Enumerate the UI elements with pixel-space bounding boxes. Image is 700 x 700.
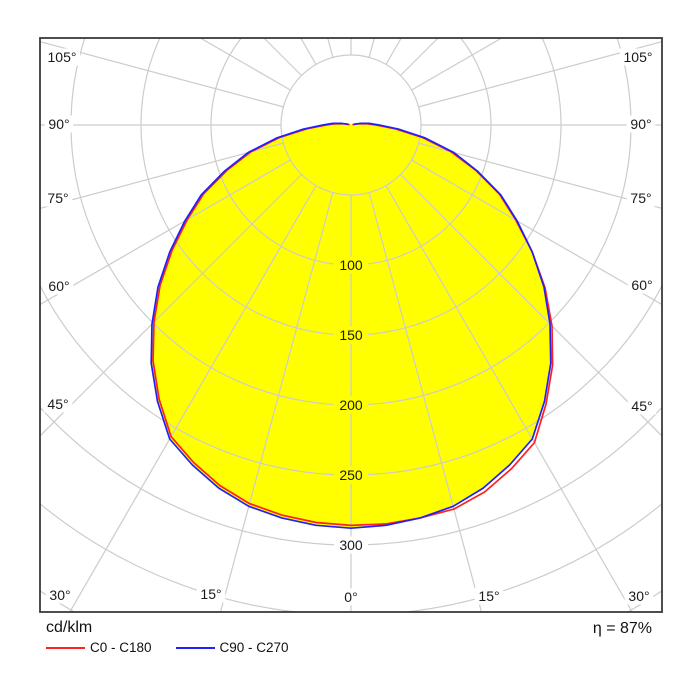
angle-label-75°: 75° [630,190,651,206]
legend-label-c0: C0 - C180 [90,640,152,655]
ring-label-bg [334,466,368,484]
ring-label-bg [334,326,368,344]
grid-radial-line-300 [40,159,291,306]
angle-label-bg [43,395,73,413]
ring-label-300: 300 [339,537,363,553]
unit-label: cd/klm [46,619,93,636]
angle-label-bg [43,189,73,207]
angle-label-bg [626,115,656,133]
efficiency-label: η = 87% [592,620,652,637]
angle-label-105°: 105° [48,49,77,65]
angle-label-bg [196,585,226,603]
angle-label-bg [44,277,74,295]
legend-label-c90: C90 - C270 [219,640,289,655]
legend-item-c0-c180: C0 - C180 [46,640,152,655]
ring-label-bg [334,536,368,554]
ring-label-100: 100 [339,257,363,273]
grid-radial-line-105 [418,41,662,108]
angle-label-bg [620,48,656,66]
angle-label-90°: 90° [630,116,651,132]
angle-label-60°: 60° [631,277,652,293]
angle-label-60°: 60° [48,278,69,294]
angle-label-30°: 30° [49,587,70,603]
ring-label-150: 150 [339,327,363,343]
legend: C0 - C180 C90 - C270 [46,640,289,655]
ring-label-bg [334,396,368,414]
angle-label-bg [627,276,657,294]
grid-radial-line-285 [40,142,284,209]
angle-label-15°: 15° [200,586,221,602]
angle-label-15°: 15° [478,588,499,604]
curve-c90-c270 [150,122,552,530]
angle-label-bg [340,588,362,606]
grid-radial-line-30 [385,185,633,612]
angle-label-75°: 75° [47,190,68,206]
grid-radial-line-240 [199,38,291,91]
ring-label-200: 200 [339,397,363,413]
ring-label-bg [334,256,368,274]
grid-radial-line-195 [327,38,334,58]
angle-label-bg [624,587,654,605]
legend-line-c90-swatch [175,646,215,649]
legend-line-c0-swatch [46,646,85,649]
grid-radial-line-255 [40,41,284,108]
grid-radial-line-45 [400,174,662,437]
angle-label-0°: 0° [344,589,357,605]
angle-label-90°: 90° [48,116,69,132]
angle-label-bg [44,115,74,133]
grid-radial-line-315 [40,174,302,437]
angle-label-45°: 45° [631,398,652,414]
angle-label-45°: 45° [47,396,68,412]
grid-radial-line-60 [411,159,662,306]
ring-label-250: 250 [339,467,363,483]
legend-item-c90-c270: C90 - C270 [175,640,289,655]
grid-radial-line-345 [219,192,334,612]
grid-radial-line-165 [368,38,375,58]
angle-label-bg [627,397,657,415]
angle-label-105°: 105° [624,49,653,65]
angle-label-bg [44,48,80,66]
grid-radial-line-75 [418,142,662,209]
plot-border [39,37,663,613]
angle-label-bg [45,586,75,604]
angle-label-30°: 30° [628,588,649,604]
angle-label-bg [474,587,504,605]
grid-radial-line-330 [69,185,317,612]
angle-label-bg [626,189,656,207]
